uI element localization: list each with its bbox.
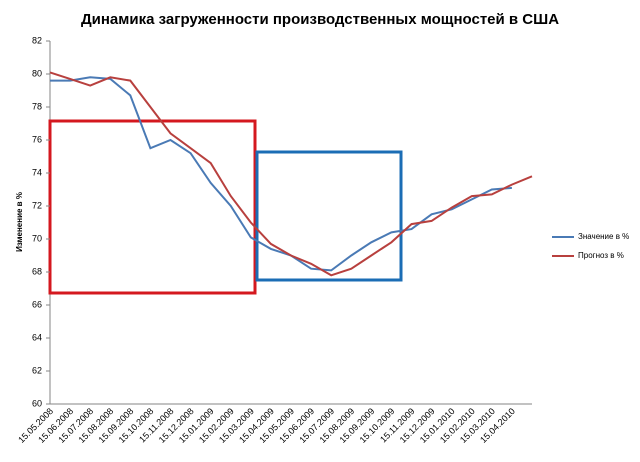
y-tick-label: 66: [32, 299, 42, 309]
y-axis-label: Изменение в %: [15, 192, 24, 252]
y-tick-label: 60: [32, 398, 42, 408]
y-tick-label: 80: [32, 68, 42, 78]
y-tick-label: 70: [32, 233, 42, 243]
legend-label: Прогноз в %: [578, 251, 624, 260]
data-line: [50, 76, 512, 272]
y-tick-label: 74: [32, 167, 42, 177]
y-tick-label: 64: [32, 332, 42, 342]
y-tick-label: 62: [32, 365, 42, 375]
legend-label: Значение в %: [578, 232, 629, 241]
data-line: [49, 71, 533, 277]
y-tick-label: 72: [32, 200, 42, 210]
highlight-box: [48, 119, 257, 295]
y-tick-label: 78: [32, 101, 42, 111]
y-tick-label: 82: [32, 35, 42, 45]
y-tick-label: 68: [32, 266, 42, 276]
chart-title: Динамика загруженности производственных …: [81, 11, 559, 28]
highlight-box: [255, 150, 403, 282]
y-tick-label: 76: [32, 134, 42, 144]
